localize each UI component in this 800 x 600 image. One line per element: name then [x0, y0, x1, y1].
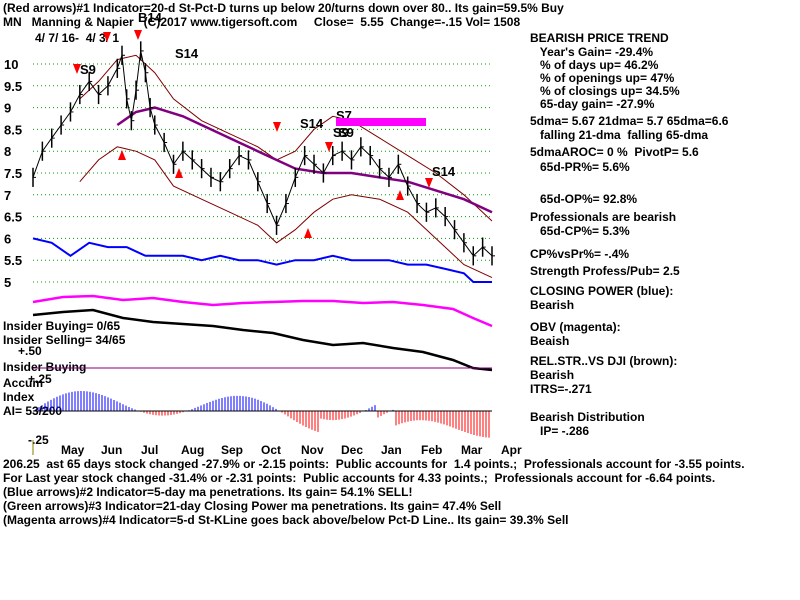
right-panel-line: Year's Gain= -29.4%: [530, 45, 654, 59]
sell-arrow: [273, 122, 281, 132]
x-tick-label: Jun: [101, 443, 122, 457]
y-tick-label: 6.5: [4, 210, 22, 225]
footer-line: (Magenta arrows)#4 Indicator=5-d St-KLin…: [3, 513, 569, 527]
buy-arrow: [175, 168, 183, 178]
closing-power-line: [32, 237, 492, 283]
right-panel-line: % of days up= 46.2%: [530, 58, 659, 72]
y-tick-label: 8: [4, 144, 11, 159]
x-tick-label: Dec: [341, 443, 363, 457]
x-tick-label: May: [61, 443, 85, 457]
sell-arrow: [325, 142, 333, 152]
x-tick-label: Sep: [221, 443, 243, 457]
right-panel-line: 5dma= 5.67 21dma= 5.7 65dma=6.6: [530, 114, 729, 128]
plus-25-label: +.25: [28, 372, 52, 386]
plus-50-label: +.50: [18, 344, 42, 358]
y-tick-label: 9.5: [4, 79, 22, 94]
right-panel-line: BEARISH PRICE TREND: [530, 31, 669, 45]
right-panel-line: CLOSING POWER (blue):: [530, 284, 674, 298]
x-tick-label: Feb: [421, 443, 442, 457]
insider-selling: Insider Selling= 34/65: [3, 333, 126, 347]
date-range: 4/ 7/ 16- 4/ 3/ 1: [35, 31, 120, 45]
right-panel-line: 65d-CP%= 5.3%: [530, 224, 630, 238]
rel-strength-line: [32, 308, 493, 372]
right-panel-line: Strength Profess/Pub= 2.5: [530, 264, 680, 278]
sell-arrow: [425, 178, 433, 188]
right-panel-line: Bearish Distribution: [530, 410, 645, 424]
x-tick-label: Apr: [501, 443, 522, 457]
sell-arrow: [103, 32, 111, 42]
y-tick-label: 8.5: [4, 122, 22, 137]
right-panel-line: % of closings up= 34.5%: [530, 84, 680, 98]
price-line: [32, 50, 493, 257]
x-tick-label: Aug: [181, 443, 204, 457]
signal-label: S9: [80, 62, 96, 77]
x-tick-label: Jul: [141, 443, 158, 457]
header-line-2: MN Manning & Napier (C)2017 www.tigersof…: [3, 15, 521, 29]
right-panel-line: Beaish: [530, 334, 570, 348]
x-tick-label: Mar: [461, 443, 483, 457]
right-panel-line: Bearish: [530, 298, 575, 312]
right-panel-line: falling 21-dma falling 65-dma: [530, 128, 709, 142]
signal-label: S14: [300, 116, 324, 131]
footer-line: (Blue arrows)#2 Indicator=5-day ma penet…: [3, 485, 413, 499]
signal-label: S14: [432, 164, 456, 179]
buy-arrow: [396, 190, 404, 200]
y-tick-label: 7: [4, 188, 11, 203]
signal-label: S9: [338, 125, 354, 140]
header-line-1: (Red arrows)#1 Indicator=20-d St-Pct-D t…: [3, 1, 564, 15]
right-panel-line: 5dmaAROC= 0 % PivotP= 5.6: [530, 145, 699, 159]
right-panel-line: OBV (magenta):: [530, 320, 621, 334]
right-panel-line: 65d-OP%= 92.8%: [530, 192, 638, 206]
magenta-signal-block: [336, 118, 426, 126]
obv-line: [32, 294, 493, 328]
buy-arrow: [118, 150, 126, 160]
y-tick-label: 9: [4, 101, 11, 116]
insider-buying-label: Insider Buying: [3, 360, 87, 374]
footer-line: (Green arrows)#3 Indicator=21-day Closin…: [3, 499, 502, 513]
sell-arrow: [134, 30, 142, 40]
y-tick-label: 5.5: [4, 253, 22, 268]
right-panel-line: 65d-PR%= 5.6%: [530, 160, 630, 174]
right-panel-line: Professionals are bearish: [530, 210, 677, 224]
signal-label: S9: [333, 125, 349, 140]
sell-arrow: [73, 64, 81, 74]
y-tick-label: 7.5: [4, 166, 22, 181]
right-panel-line: IP= -.286: [530, 424, 590, 438]
y-tick-label: 10: [4, 57, 18, 72]
y-tick-label: 6: [4, 231, 11, 246]
right-panel-line: Bearish: [530, 368, 575, 382]
signal-label: S14: [175, 46, 199, 61]
lower-band-line: [79, 146, 493, 279]
x-tick-label: Jan: [381, 443, 402, 457]
x-tick-label: Nov: [301, 443, 324, 457]
footer-line: 206.25 ast 65 days stock changed -27.9% …: [3, 457, 745, 471]
right-panel-line: ITRS=-.271: [530, 382, 592, 396]
index-label: Index: [3, 390, 35, 404]
right-panel-line: CP%vsPr%= -.4%: [530, 247, 630, 261]
buy-arrow: [304, 228, 312, 238]
accum-label: Accum: [3, 376, 44, 390]
footer-line: For Last year stock changed -31.4% or -2…: [3, 471, 716, 485]
y-tick-label: 5: [4, 275, 11, 290]
insider-buying: Insider Buying= 0/65: [3, 319, 121, 333]
right-panel-line: % of openings up= 47%: [530, 71, 675, 85]
right-panel-line: REL.STR..VS DJI (brown):: [530, 354, 678, 368]
right-panel-line: 65-day gain= -27.9%: [530, 97, 655, 111]
signal-label: B14: [138, 10, 163, 25]
x-tick-label: Oct: [261, 443, 281, 457]
